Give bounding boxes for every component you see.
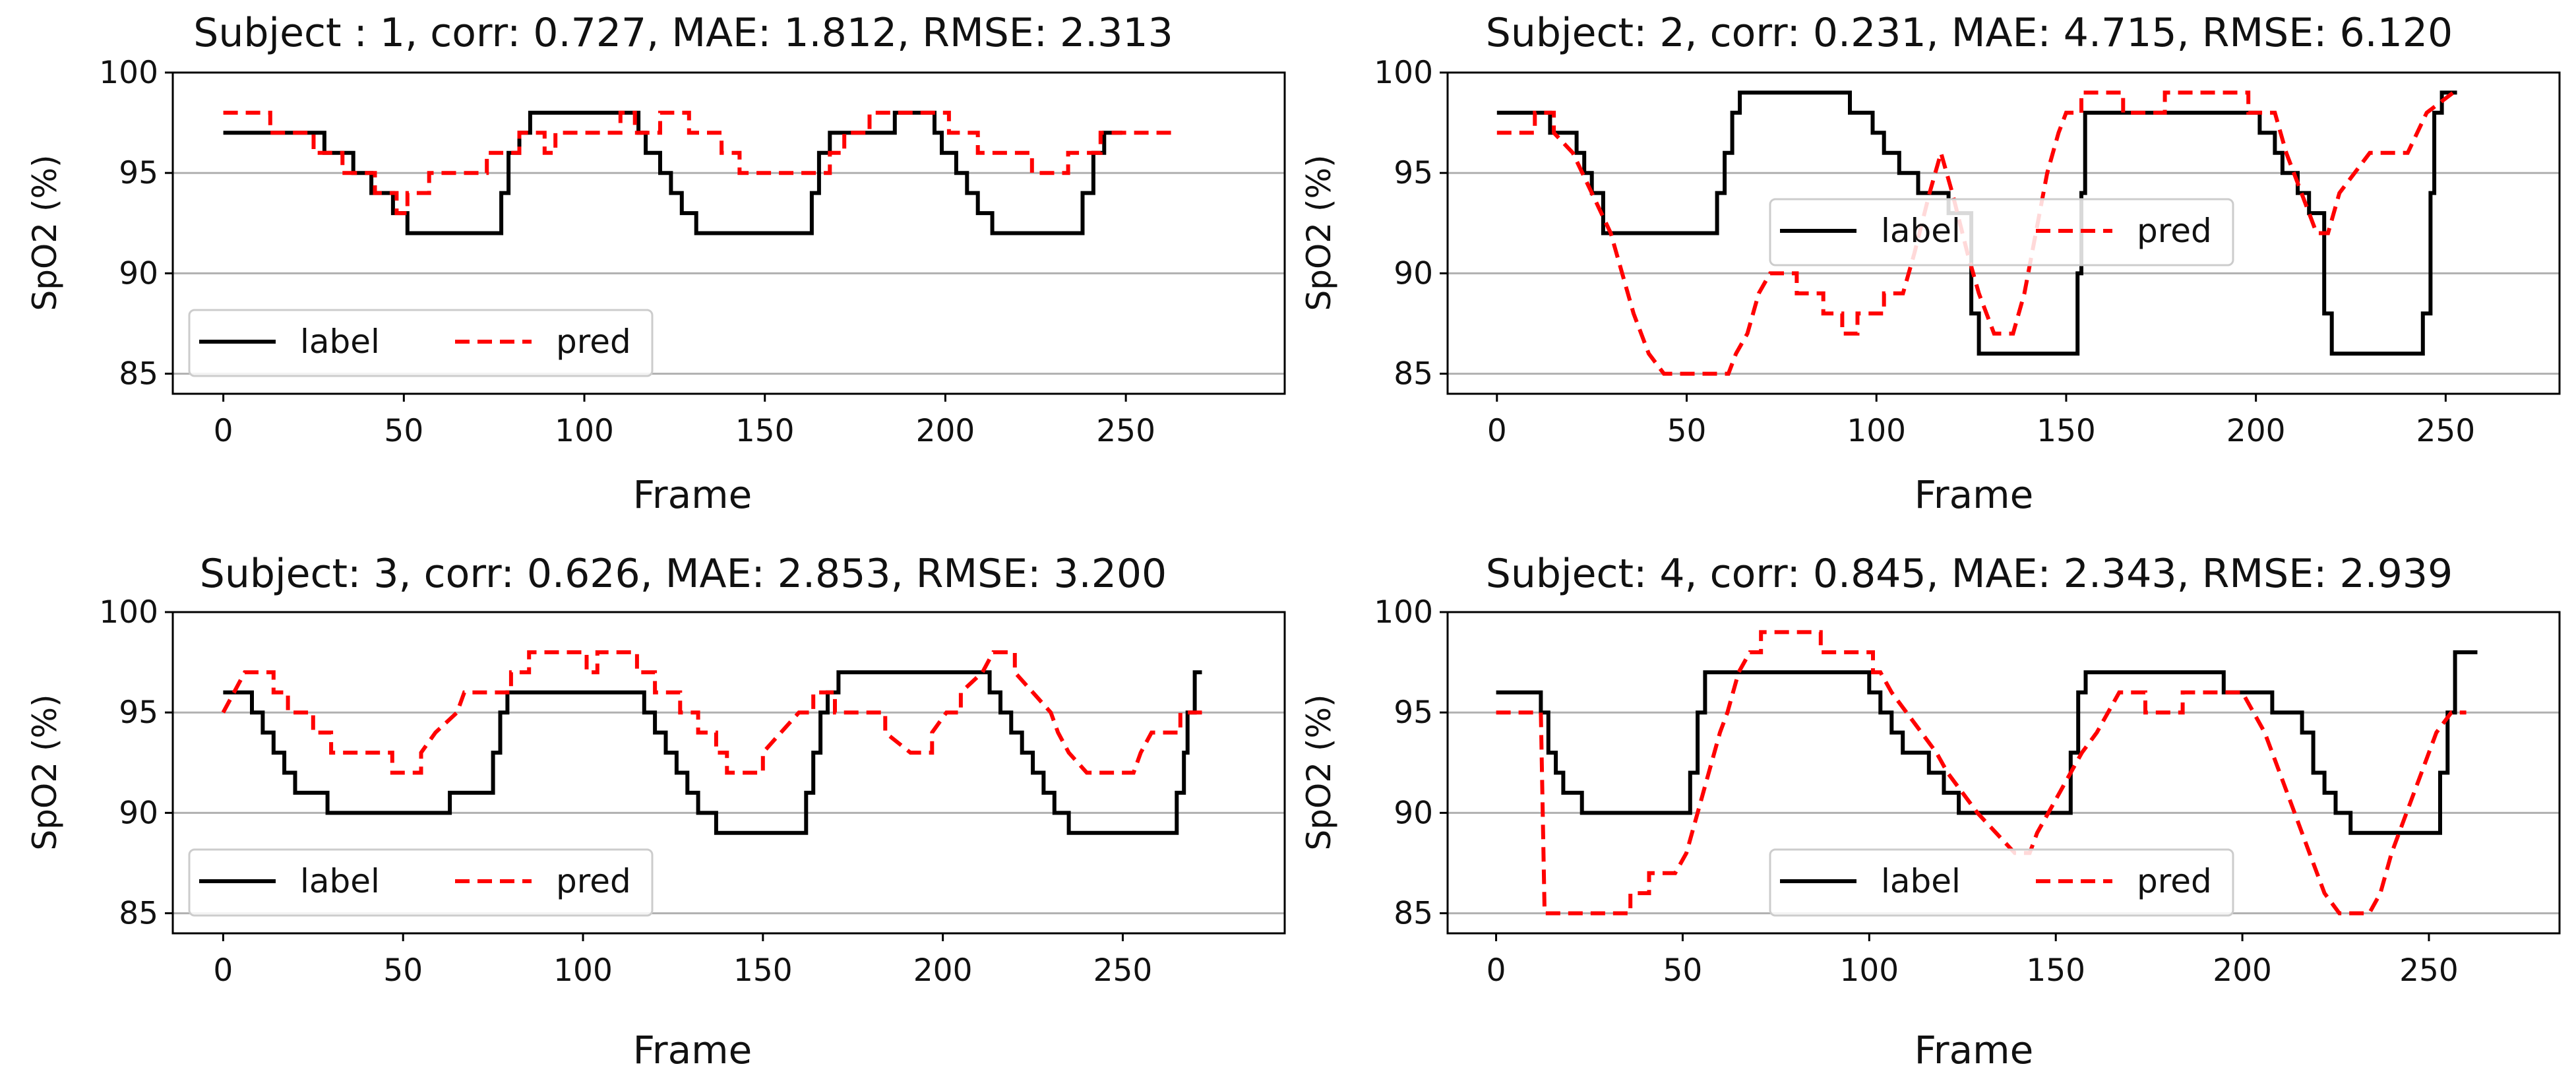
y-tick-label-85: 85 (1394, 896, 1433, 932)
y-tick-label-95: 95 (1394, 155, 1433, 191)
x-tick-label-0: 0 (1487, 413, 1507, 449)
y-tick-label-100: 100 (1374, 55, 1433, 91)
x-tick-label-50: 50 (1667, 413, 1707, 449)
legend-label-text: label (1881, 212, 1961, 250)
x-tick-label-250: 250 (1096, 413, 1155, 449)
x-tick-label-200: 200 (916, 413, 975, 449)
y-axis-label: SpO2 (%) (26, 154, 64, 311)
y-tick-label-90: 90 (1394, 255, 1433, 292)
legend-box (1769, 198, 2234, 266)
x-tick-label-150: 150 (2037, 413, 2096, 449)
x-tick-label-150: 150 (733, 952, 793, 989)
y-tick-label-95: 95 (119, 155, 158, 191)
legend-pred-text: pred (2137, 212, 2212, 250)
subplot-title: Subject: 2, corr: 0.231, MAE: 4.715, RMS… (1486, 10, 2453, 56)
x-axis-label: Frame (633, 472, 752, 517)
y-tick-label-90: 90 (1394, 795, 1433, 831)
x-tick-label-0: 0 (213, 952, 233, 989)
y-tick-label-85: 85 (1394, 356, 1433, 392)
x-axis-label: Frame (1915, 1028, 2034, 1072)
plot-frame (171, 611, 1286, 935)
subplot-title: Subject : 1, corr: 0.727, MAE: 1.812, RM… (193, 10, 1173, 56)
y-tick-label-95: 95 (119, 695, 158, 731)
legend: label pred (188, 309, 654, 377)
subplot-subject-2: Subject: 2, corr: 0.231, MAE: 4.715, RMS… (1300, 10, 2561, 517)
x-tick-label-50: 50 (384, 413, 423, 449)
legend: label pred (1769, 198, 2234, 266)
x-tick-label-150: 150 (735, 413, 795, 449)
y-tick-label-85: 85 (119, 896, 158, 932)
subplot-subject-1: Subject : 1, corr: 0.727, MAE: 1.812, RM… (26, 10, 1286, 517)
y-tick-label-95: 95 (1394, 695, 1433, 731)
x-tick-label-100: 100 (1847, 413, 1906, 449)
series-pred-line (1496, 90, 2455, 376)
legend-label-text: label (1881, 862, 1961, 900)
x-tick-label-250: 250 (2399, 952, 2459, 989)
x-tick-label-0: 0 (1487, 952, 1506, 989)
y-tick-label-100: 100 (99, 55, 158, 91)
plot-frame (171, 71, 1286, 395)
x-tick-label-50: 50 (1663, 952, 1703, 989)
x-axis-label: Frame (1915, 472, 2034, 517)
y-tick-label-90: 90 (119, 255, 158, 292)
series-pred-line (223, 110, 1177, 216)
series-label-line (223, 110, 1122, 235)
legend-pred-text: pred (556, 323, 631, 361)
series-label-line (1496, 650, 2478, 835)
x-tick-label-100: 100 (555, 413, 614, 449)
subplot-title: Subject: 4, corr: 0.845, MAE: 2.343, RMS… (1486, 551, 2453, 597)
subplot-title: Subject: 3, corr: 0.626, MAE: 2.853, RMS… (200, 551, 1167, 597)
series-pred-line (221, 650, 1202, 775)
legend-pred-text: pred (556, 862, 631, 900)
y-axis-label: SpO2 (%) (1300, 154, 1338, 311)
x-tick-label-0: 0 (214, 413, 233, 449)
y-tick-label-85: 85 (119, 356, 158, 392)
legend-box (1769, 848, 2234, 917)
x-tick-label-200: 200 (2213, 952, 2272, 989)
x-tick-label-150: 150 (2026, 952, 2085, 989)
legend-pred-text: pred (2137, 862, 2212, 900)
subplot-subject-3: Subject: 3, corr: 0.626, MAE: 2.853, RMS… (26, 551, 1286, 1072)
x-tick-label-250: 250 (2416, 413, 2476, 449)
y-tick-label-100: 100 (99, 594, 158, 631)
x-tick-label-250: 250 (1093, 952, 1153, 989)
subplot-subject-4: Subject: 4, corr: 0.845, MAE: 2.343, RMS… (1300, 551, 2561, 1072)
x-tick-label-200: 200 (2226, 413, 2286, 449)
x-axis-label: Frame (633, 1028, 752, 1072)
series-label-line (223, 670, 1202, 835)
x-tick-label-50: 50 (383, 952, 423, 989)
legend: label pred (188, 848, 654, 917)
plot-frame (1446, 611, 2561, 935)
x-tick-label-100: 100 (1839, 952, 1899, 989)
legend: label pred (1769, 848, 2234, 917)
plot-frame (1446, 71, 2561, 395)
legend-label-text: label (300, 323, 380, 361)
y-tick-label-90: 90 (119, 795, 158, 831)
x-tick-label-200: 200 (913, 952, 973, 989)
legend-box (188, 309, 654, 377)
legend-box (188, 848, 654, 917)
x-tick-label-100: 100 (553, 952, 613, 989)
y-axis-label: SpO2 (%) (26, 694, 64, 850)
y-tick-label-100: 100 (1374, 594, 1433, 631)
legend-label-text: label (300, 862, 380, 900)
y-axis-label: SpO2 (%) (1300, 694, 1338, 850)
